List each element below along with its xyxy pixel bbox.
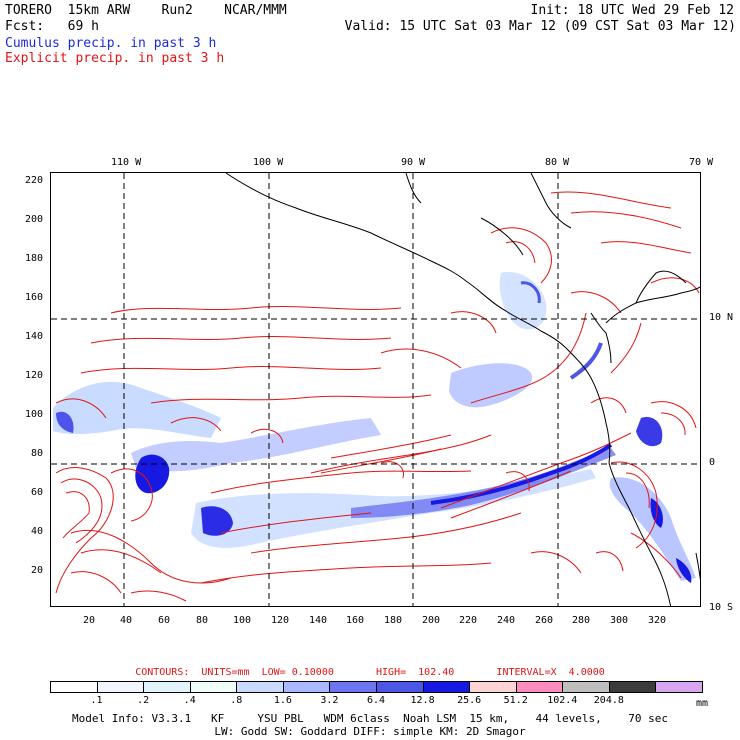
x-tick-label: 180 xyxy=(384,615,403,626)
scale-label: 12.8 xyxy=(410,695,435,706)
scale-swatch xyxy=(282,681,331,693)
x-tick-label: 20 xyxy=(83,615,96,626)
lon-label: 100 W xyxy=(253,157,284,168)
scale-label: .1 xyxy=(90,695,103,706)
color-scale-bar xyxy=(50,681,703,694)
valid-time: Valid: 15 UTC Sat 03 Mar 12 (09 CST Sat … xyxy=(344,19,736,34)
scale-label: 25.6 xyxy=(457,695,482,706)
scale-label: 3.2 xyxy=(320,695,339,706)
scale-swatch xyxy=(422,681,471,693)
x-tick-label: 320 xyxy=(648,615,667,626)
y-tick-label: 140 xyxy=(25,331,44,342)
scale-label: .8 xyxy=(230,695,243,706)
scale-swatch xyxy=(469,681,517,693)
scale-swatch xyxy=(608,681,657,693)
x-tick-label: 200 xyxy=(422,615,441,626)
scale-unit: mm xyxy=(696,698,709,709)
scale-label: 102.4 xyxy=(547,695,578,706)
y-tick-label: 40 xyxy=(31,526,44,537)
scale-swatch xyxy=(562,681,610,693)
lon-label: 80 W xyxy=(545,157,570,168)
contour-info: CONTOURS: UNITS=mm LOW= 0.10000 HIGH= 10… xyxy=(135,667,605,678)
scale-swatch xyxy=(515,681,564,693)
x-tick-label: 240 xyxy=(497,615,516,626)
y-tick-label: 80 xyxy=(31,448,44,459)
y-tick-label: 160 xyxy=(25,292,44,303)
scale-swatch xyxy=(189,681,238,693)
x-tick-label: 60 xyxy=(158,615,171,626)
scale-swatch xyxy=(655,681,703,693)
y-tick-label: 120 xyxy=(25,370,44,381)
latlon-grid xyxy=(51,173,700,606)
scale-label: 51.2 xyxy=(503,695,528,706)
y-tick-label: 100 xyxy=(25,409,44,420)
cumulus-legend: Cumulus precip. in past 3 h xyxy=(5,36,217,51)
x-tick-label: 80 xyxy=(196,615,209,626)
cumulus-precip-fill xyxy=(53,272,696,583)
scale-label: 204.8 xyxy=(593,695,624,706)
scale-swatch xyxy=(50,681,98,693)
model-title: TORERO 15km ARW Run2 NCAR/MMM xyxy=(5,3,287,18)
y-tick-label: 180 xyxy=(25,253,44,264)
x-tick-label: 160 xyxy=(346,615,365,626)
precip-map xyxy=(50,172,701,607)
scale-swatch xyxy=(96,681,145,693)
scale-label: 6.4 xyxy=(366,695,386,706)
model-info: Model Info: V3.3.1 KF YSU PBL WDM 6class… xyxy=(71,712,669,725)
lat-label: 10 N xyxy=(709,312,734,323)
scale-label: 1.6 xyxy=(273,695,292,706)
lon-label: 110 W xyxy=(111,157,142,168)
explicit-precip-contours xyxy=(55,191,700,602)
lat-label: 0 xyxy=(709,457,716,468)
scale-swatch xyxy=(329,681,377,693)
y-tick-label: 20 xyxy=(31,565,44,576)
lat-label: 10 S xyxy=(709,602,734,613)
precip-map-graphic xyxy=(51,173,700,606)
scale-swatch xyxy=(236,681,284,693)
x-tick-label: 220 xyxy=(459,615,478,626)
physics-info: LW: Godd SW: Goddard DIFF: simple KM: 2D… xyxy=(214,725,526,738)
lon-label: 90 W xyxy=(401,157,426,168)
x-tick-label: 100 xyxy=(233,615,252,626)
x-tick-label: 280 xyxy=(572,615,591,626)
x-tick-label: 40 xyxy=(120,615,133,626)
scale-label: .4 xyxy=(183,695,196,706)
y-tick-label: 220 xyxy=(25,175,44,186)
x-tick-label: 260 xyxy=(535,615,554,626)
explicit-legend: Explicit precip. in past 3 h xyxy=(5,51,225,66)
y-tick-label: 200 xyxy=(25,214,44,225)
scale-label: .2 xyxy=(137,695,150,706)
scale-swatch xyxy=(376,681,424,693)
x-tick-label: 120 xyxy=(271,615,290,626)
x-tick-label: 140 xyxy=(309,615,328,626)
y-tick-label: 60 xyxy=(31,487,44,498)
init-time: Init: 18 UTC Wed 29 Feb 12 xyxy=(530,3,735,18)
x-tick-label: 300 xyxy=(610,615,629,626)
forecast-hour: Fcst: 69 h xyxy=(5,19,99,34)
lon-label: 70 W xyxy=(689,157,714,168)
scale-swatch xyxy=(143,681,191,693)
